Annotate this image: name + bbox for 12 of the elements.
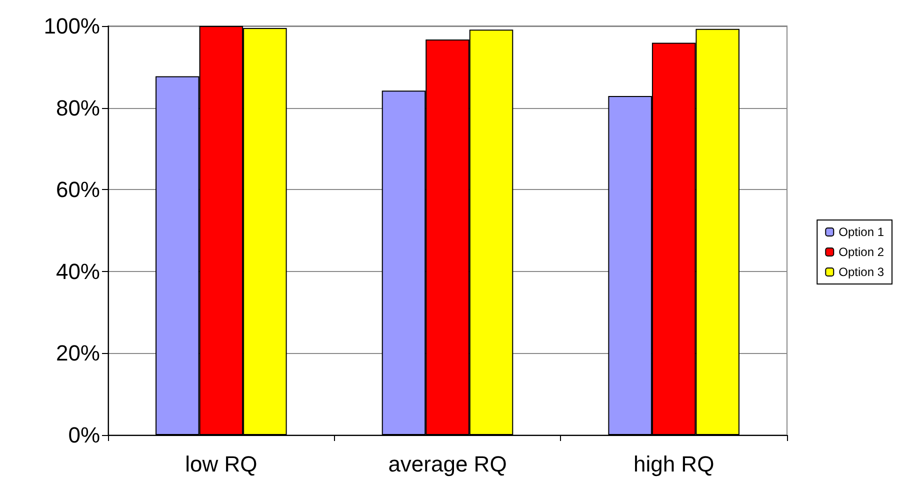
x-tick-label: high RQ <box>633 452 714 476</box>
y-tick-label: 40% <box>56 258 100 284</box>
x-tick-label: average RQ <box>388 452 507 476</box>
y-tick-label: 60% <box>56 177 100 202</box>
legend-label: Option 3 <box>838 265 884 279</box>
y-tick-label: 100% <box>44 14 100 38</box>
legend-label: Option 2 <box>838 245 884 259</box>
y-tick-label: 80% <box>56 95 100 120</box>
y-tick-label: 20% <box>56 340 100 366</box>
legend-label: Option 1 <box>838 225 884 239</box>
y-tick-label: 0% <box>68 422 100 448</box>
x-tick-label: low RQ <box>185 452 258 476</box>
